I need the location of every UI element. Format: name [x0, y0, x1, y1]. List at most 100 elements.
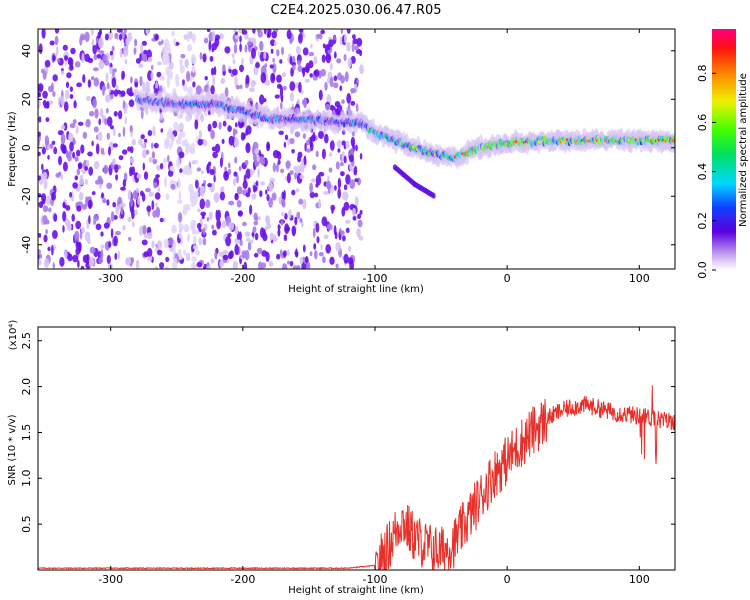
heatmap-cell [283, 234, 288, 242]
heatmap-cell [222, 254, 229, 261]
heatmap-cell [267, 223, 272, 230]
heatmap-cell [349, 179, 356, 190]
heatmap-cell [170, 138, 174, 147]
heatmap-cell [276, 74, 282, 83]
heatmap-cell [359, 64, 364, 75]
heatmap-y-ticks: 40 20 0 -20 -40 [20, 44, 675, 254]
heatmap-cell [101, 192, 104, 199]
heatmap-cell [69, 123, 76, 129]
heatmap-cell [259, 181, 266, 186]
heatmap-cell [155, 201, 158, 208]
heatmap-cell [238, 166, 242, 171]
heatmap-cell [118, 132, 121, 138]
heatmap-cell [212, 30, 216, 42]
heatmap-cell [60, 96, 65, 107]
heatmap-cell [299, 174, 304, 180]
heatmap-cell [106, 199, 110, 206]
heatmap-cell [352, 38, 358, 45]
heatmap-cell [81, 204, 87, 210]
heatmap-cell [199, 198, 206, 210]
heatmap-cell [76, 82, 82, 88]
heatmap-cell [297, 65, 303, 73]
heatmap-cell [192, 245, 199, 250]
heatmap-cell [244, 231, 251, 237]
heatmap-cell [143, 251, 150, 258]
heatmap-cell [99, 108, 104, 118]
heatmap-cell [122, 126, 126, 137]
heatmap-cell [302, 32, 306, 39]
heatmap-cell [41, 146, 47, 155]
heatmap-cell [64, 55, 68, 61]
heatmap-cell [145, 81, 150, 90]
heatmap-cell [64, 249, 68, 260]
heatmap-cell [315, 174, 322, 186]
heatmap-cell [167, 169, 174, 177]
heatmap-cell [286, 172, 291, 184]
heatmap-cell [222, 250, 229, 255]
heatmap-cell [252, 226, 257, 233]
heatmap-cell [296, 265, 301, 269]
heatmap-cell [44, 258, 50, 268]
heatmap-cell [178, 232, 183, 239]
heatmap-cell [118, 155, 124, 161]
heatmap-cell [113, 111, 118, 117]
heatmap-cell [337, 148, 341, 153]
heatmap-cell [123, 45, 129, 57]
heatmap-cell [222, 64, 226, 72]
heatmap-cell [233, 137, 240, 148]
heatmap-cell [110, 228, 114, 239]
heatmap-cell [122, 179, 127, 188]
heatmap-cell [145, 29, 149, 36]
heatmap-cell [214, 251, 217, 260]
heatmap-cell [314, 192, 319, 198]
heatmap-cell [318, 130, 324, 139]
heatmap-cell [284, 223, 290, 235]
heatmap-cell [157, 61, 162, 66]
heatmap-cell [350, 100, 356, 106]
heatmap-cell [119, 33, 122, 41]
heatmap-cell [342, 235, 346, 242]
y-tick-label: 1.0 [20, 470, 33, 488]
heatmap-cell [268, 197, 273, 208]
heatmap-cell [262, 233, 268, 242]
heatmap-cell [256, 154, 260, 162]
heatmap-cell [340, 75, 345, 84]
heatmap-cell [298, 33, 303, 44]
heatmap-cell [180, 53, 186, 59]
heatmap-cell [264, 63, 268, 68]
heatmap-cell [102, 54, 108, 62]
heatmap-cell [119, 48, 123, 58]
heatmap-cell [331, 184, 334, 195]
heatmap-cell [177, 134, 183, 141]
heatmap-cell [127, 216, 132, 222]
heatmap-cell [265, 251, 270, 262]
heatmap-cell [93, 214, 100, 222]
heatmap-cell [153, 181, 158, 189]
heatmap-cell [349, 164, 353, 170]
heatmap-cell [116, 89, 122, 95]
heatmap-cell [38, 131, 41, 137]
heatmap-cell [46, 100, 50, 109]
heatmap-cell [282, 250, 287, 258]
heatmap-cell [326, 223, 333, 231]
heatmap-cell [200, 113, 204, 122]
colorbar: 0.0 0.2 0.4 0.6 0.8 Normalized spectral ampl… [696, 29, 749, 279]
heatmap-cell [252, 29, 256, 34]
heatmap-cell [289, 138, 295, 145]
heatmap-cell [314, 69, 320, 77]
heatmap-cell [121, 70, 125, 80]
heatmap-cell [120, 186, 126, 191]
heatmap-cell [97, 131, 103, 141]
heatmap-cell [132, 190, 138, 200]
colorbar-tick-label: 0.2 [696, 212, 709, 230]
heatmap-cell [243, 261, 248, 269]
heatmap-cell [66, 223, 72, 231]
snr-x-label: Height of straight line (km) [288, 585, 424, 596]
heatmap-cell [38, 175, 42, 181]
heatmap-cell [74, 156, 79, 162]
heatmap-cell [187, 168, 193, 175]
heatmap-cell [53, 146, 58, 155]
heatmap-cell [106, 82, 110, 90]
heatmap-cell [104, 117, 108, 126]
heatmap-cell [110, 211, 115, 222]
